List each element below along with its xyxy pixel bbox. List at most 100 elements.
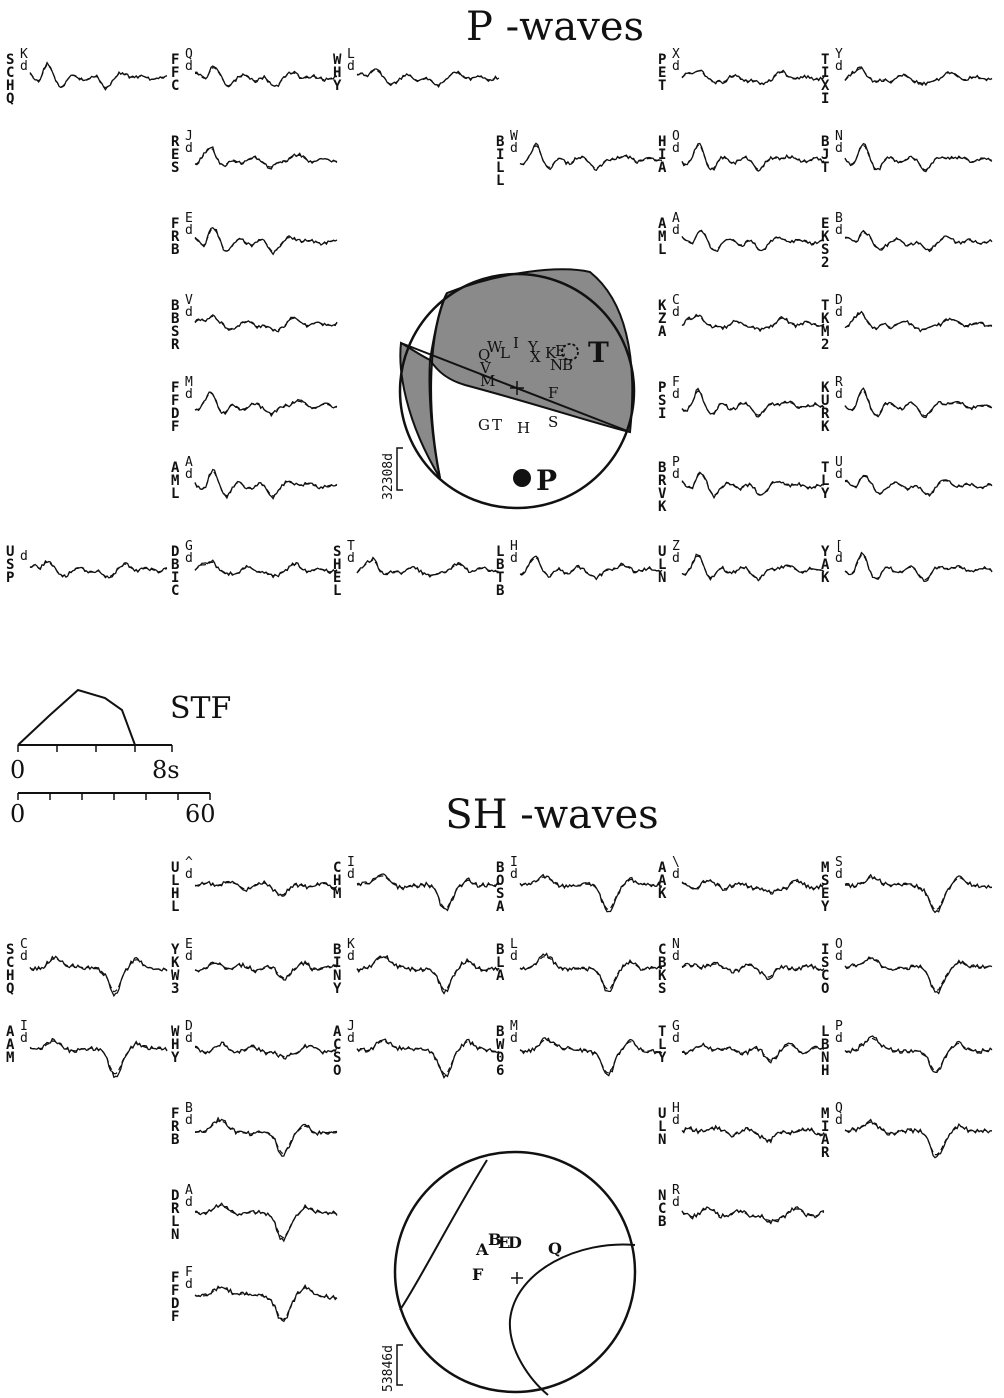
station-marker: I	[510, 855, 518, 870]
station-code-char: M	[171, 473, 179, 489]
timescale-t1: 60	[185, 800, 216, 828]
station-code-char: Y	[821, 486, 830, 502]
station-code-char: B	[821, 134, 829, 150]
station-res: RES Jd	[171, 129, 338, 176]
station-code-char: N	[171, 1227, 179, 1243]
station-code-char: S	[171, 160, 179, 176]
station-code-char: C	[821, 968, 829, 984]
synthetic-waveform	[356, 559, 500, 576]
station-code-char: B	[496, 583, 504, 599]
station-phase: d	[672, 1113, 680, 1128]
synthetic-waveform	[356, 69, 500, 86]
station-code-char: B	[171, 557, 179, 573]
observed-waveform	[844, 956, 993, 995]
sphere-station-letter: S	[548, 413, 558, 431]
station-code-char: I	[821, 91, 829, 107]
observed-waveform	[194, 1041, 338, 1060]
p-nodal-plane-2	[430, 292, 448, 479]
station-code-char: P	[658, 380, 666, 396]
sphere-station-letter: X	[530, 348, 541, 366]
station-phase: d	[347, 949, 355, 964]
observed-waveform	[844, 1118, 993, 1159]
station-chm: CHM Id	[333, 855, 500, 912]
observed-waveform	[519, 142, 663, 172]
station-code-char: F	[171, 1283, 179, 1299]
station-marker: P	[835, 1019, 843, 1034]
synthetic-waveform	[194, 147, 338, 168]
synthetic-waveform	[194, 561, 338, 577]
synthetic-waveform	[844, 1037, 993, 1072]
station-code-char: F	[171, 393, 179, 409]
synthetic-waveform	[519, 955, 663, 990]
station-phase: d	[20, 59, 28, 74]
synthetic-waveform	[519, 876, 662, 910]
station-code-char: S	[333, 1050, 341, 1066]
station-code-char: I	[821, 65, 829, 81]
observed-waveform	[844, 551, 993, 582]
station-code-char: F	[171, 52, 179, 68]
sh-sphere-outline	[393, 1150, 637, 1394]
station-tly: TLY Gd	[658, 1019, 825, 1066]
station-code-char: E	[658, 65, 666, 81]
station-code-char: H	[821, 1063, 829, 1079]
station-code-char: B	[496, 134, 504, 150]
station-code-char: W	[333, 52, 342, 68]
station-code-char: K	[821, 311, 830, 327]
station-marker: O	[835, 937, 843, 952]
station-code-char: B	[821, 1037, 829, 1053]
sphere-station-letter: K	[545, 344, 557, 362]
observed-waveform	[29, 1037, 168, 1079]
station-marker: N	[672, 937, 680, 952]
station-code-char: S	[6, 557, 14, 573]
station-marker: \	[672, 855, 680, 870]
station-code-char: S	[821, 955, 829, 971]
observed-waveform	[681, 1042, 825, 1064]
station-phase: d	[835, 1031, 843, 1046]
station-aak: AAK \d	[658, 855, 825, 902]
station-code-char: 3	[171, 981, 179, 997]
waveform-timescale: 0 60	[10, 792, 216, 828]
station-code-char: A	[658, 216, 667, 232]
station-phase: d	[185, 949, 193, 964]
station-code-char: L	[496, 955, 504, 971]
p-amplitude-bar	[396, 447, 403, 491]
station-code-char: C	[6, 955, 14, 971]
station-marker: X	[672, 47, 680, 62]
station-code-char: 0	[496, 1050, 504, 1066]
sphere-station-letter: A	[475, 1240, 489, 1259]
station-code-char: N	[658, 570, 666, 586]
station-marker: G	[672, 1019, 680, 1034]
station-code-char: M	[821, 860, 829, 876]
station-code-char: K	[821, 419, 830, 435]
station-code-char: Y	[658, 1050, 667, 1066]
p-waves-title: P -waves	[466, 4, 644, 50]
station-phase: d	[672, 223, 680, 238]
station-marker: M	[185, 375, 193, 390]
station-marker: A	[185, 1183, 193, 1198]
station-kza: KZA Cd	[658, 293, 825, 340]
synthetic-waveform	[844, 67, 993, 85]
station-code-char: A	[333, 1024, 342, 1040]
station-code-char: Y	[333, 981, 342, 997]
station-code-char: C	[333, 860, 341, 876]
station-code-char: R	[171, 1119, 180, 1135]
station-aam: AAM Id	[6, 1019, 168, 1079]
station-ffc: FFC Qd	[171, 47, 338, 94]
observed-waveform	[681, 229, 825, 253]
station-code-char: A	[6, 1037, 15, 1053]
observed-waveform	[29, 955, 168, 998]
station-marker: J	[347, 1019, 355, 1034]
station-code-char: H	[333, 557, 341, 573]
station-code-char: M	[821, 1106, 829, 1122]
t-axis-label: T	[588, 336, 609, 369]
synthetic-waveform	[194, 962, 338, 979]
station-code-char: U	[821, 393, 829, 409]
